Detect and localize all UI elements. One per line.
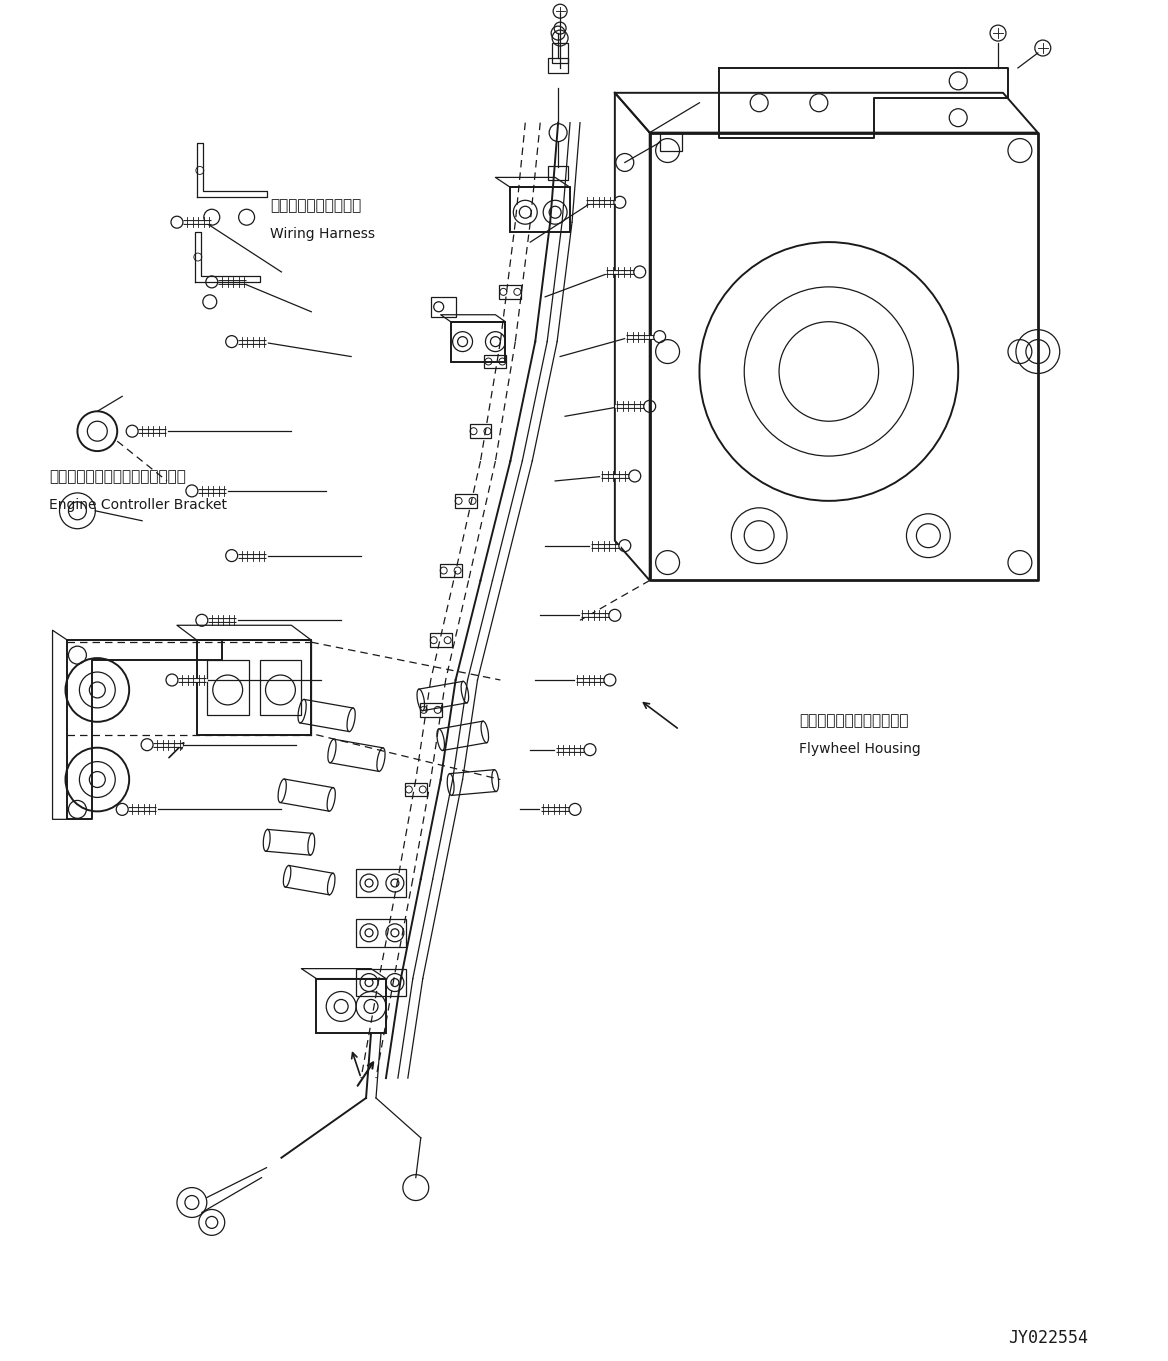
Bar	[552, 44, 568, 63]
Bar	[431, 297, 456, 317]
Bar	[405, 783, 426, 796]
Text: エンジンコントローラブラケット: エンジンコントローラブラケット	[49, 470, 186, 485]
Text: フライホイールハウジング: フライホイールハウジング	[799, 713, 909, 728]
Bar	[500, 284, 521, 299]
Bar	[430, 633, 452, 648]
Bar	[470, 425, 492, 438]
Bar	[451, 321, 506, 362]
Bar	[317, 979, 385, 1033]
Bar	[419, 702, 442, 717]
Text: Wiring Harness: Wiring Harness	[270, 227, 375, 241]
Text: ワイヤリングハーネス: ワイヤリングハーネス	[270, 199, 361, 214]
Bar	[207, 660, 249, 715]
Bar	[548, 166, 568, 181]
Bar	[548, 59, 568, 73]
Bar	[439, 563, 461, 577]
Bar	[197, 640, 312, 735]
Bar	[454, 494, 477, 508]
Bar	[356, 969, 405, 996]
Bar	[356, 870, 405, 897]
Bar	[356, 919, 405, 947]
Bar	[660, 132, 682, 151]
Bar	[510, 188, 570, 233]
Text: Flywheel Housing: Flywheel Housing	[799, 742, 920, 755]
Bar	[259, 660, 301, 715]
Text: JY022554: JY022554	[1008, 1328, 1087, 1347]
Bar	[485, 355, 507, 369]
Text: Engine Controller Bracket: Engine Controller Bracket	[49, 498, 228, 512]
